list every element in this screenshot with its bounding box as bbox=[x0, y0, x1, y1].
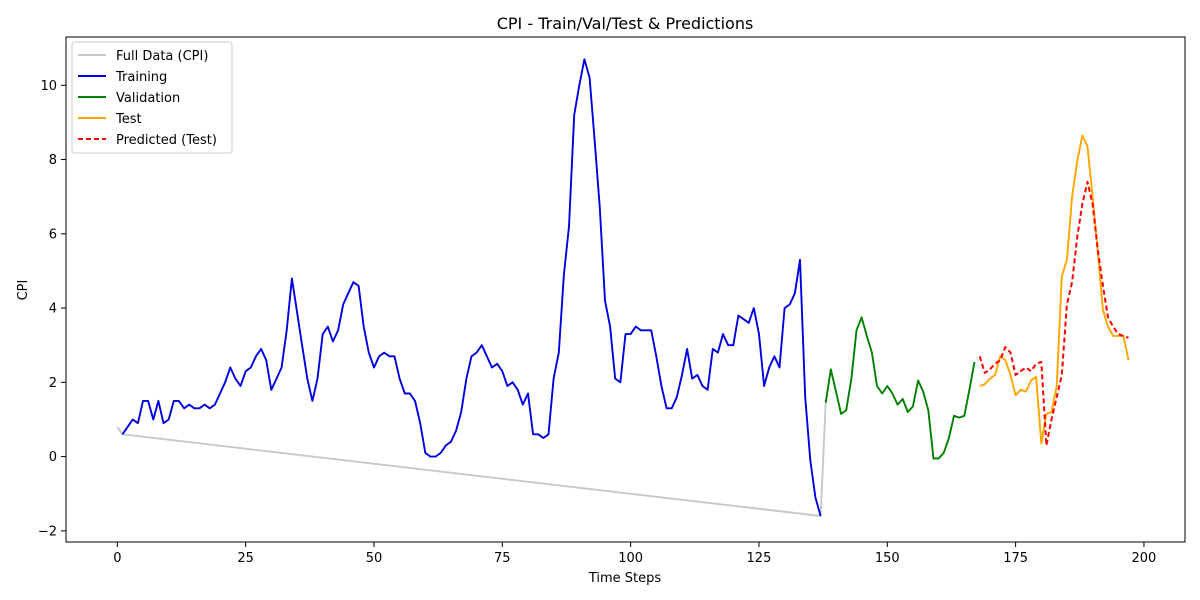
legend-label-4: Predicted (Test) bbox=[116, 133, 217, 148]
x-tick-label-8: 200 bbox=[1132, 551, 1157, 566]
y-axis-label: CPI bbox=[16, 280, 31, 301]
x-tick-label-2: 50 bbox=[366, 551, 383, 566]
legend-label-2: Validation bbox=[116, 91, 180, 106]
chart-title: CPI - Train/Val/Test & Predictions bbox=[497, 14, 754, 33]
series-line-3 bbox=[979, 134, 1130, 445]
x-tick-label-1: 25 bbox=[237, 551, 254, 566]
series-line-4 bbox=[978, 180, 1129, 447]
x-tick-label-6: 150 bbox=[875, 551, 900, 566]
x-tick-label-4: 100 bbox=[618, 551, 643, 566]
legend-label-1: Training bbox=[115, 70, 167, 85]
y-tick-label-4: 6 bbox=[49, 227, 57, 242]
legend: Full Data (CPI) Training Validation Test Pre… bbox=[71, 41, 233, 154]
y-tick-label-5: 8 bbox=[49, 153, 57, 168]
y-tick-label-6: 10 bbox=[40, 79, 57, 94]
x-tick-label-3: 75 bbox=[494, 551, 511, 566]
series-line-1 bbox=[121, 58, 822, 517]
legend-label-0: Full Data (CPI) bbox=[116, 49, 208, 64]
plot-area bbox=[116, 58, 1130, 517]
axis-ticks: 0 25 50 75 100 125 150 175 200 −2 0 2 4 6 8 10 bbox=[38, 79, 1157, 566]
y-tick-label-3: 4 bbox=[49, 302, 57, 317]
y-tick-label-2: 2 bbox=[49, 376, 57, 391]
x-tick-label-0: 0 bbox=[113, 551, 121, 566]
y-tick-label-0: −2 bbox=[38, 524, 57, 539]
legend-box bbox=[71, 41, 233, 154]
series-line-2 bbox=[824, 316, 976, 460]
y-tick-label-1: 0 bbox=[49, 450, 57, 465]
legend-label-3: Test bbox=[115, 112, 142, 127]
x-tick-label-7: 175 bbox=[1003, 551, 1028, 566]
x-tick-label-5: 125 bbox=[747, 551, 772, 566]
x-axis-label: Time Steps bbox=[588, 571, 662, 586]
series-line-0 bbox=[116, 402, 827, 517]
plot-frame bbox=[65, 36, 1186, 543]
